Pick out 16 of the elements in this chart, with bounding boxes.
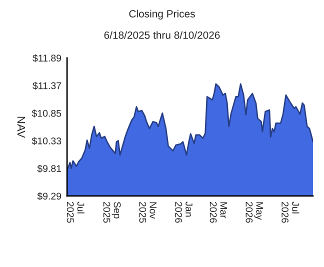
x-tick-label: Sep 2025 — [103, 202, 121, 223]
x-tick-label: Nov 2025 — [139, 202, 156, 223]
x-tick-label: Jul 2025 — [66, 202, 84, 223]
chart-title: Closing Prices — [129, 10, 195, 20]
y-axis-title: NAV — [17, 116, 26, 138]
chart-subtitle: 6/18/2025 thru 8/10/2026 — [104, 31, 220, 39]
y-tick-label: $11.89 — [32, 54, 62, 62]
y-tick-label: $10.33 — [32, 137, 62, 145]
x-tick-label: May 2026 — [246, 202, 263, 223]
x-tick-label: Mar 2026 — [210, 202, 228, 223]
y-tick-label: $11.37 — [32, 82, 62, 90]
x-tick-label: Jul 2026 — [282, 202, 300, 223]
y-tick-label: $9.29 — [37, 192, 62, 200]
x-tick-label: Jan 2026 — [175, 202, 192, 223]
y-tick-label: $10.85 — [32, 109, 62, 118]
y-tick-label: $9.81 — [37, 164, 62, 173]
